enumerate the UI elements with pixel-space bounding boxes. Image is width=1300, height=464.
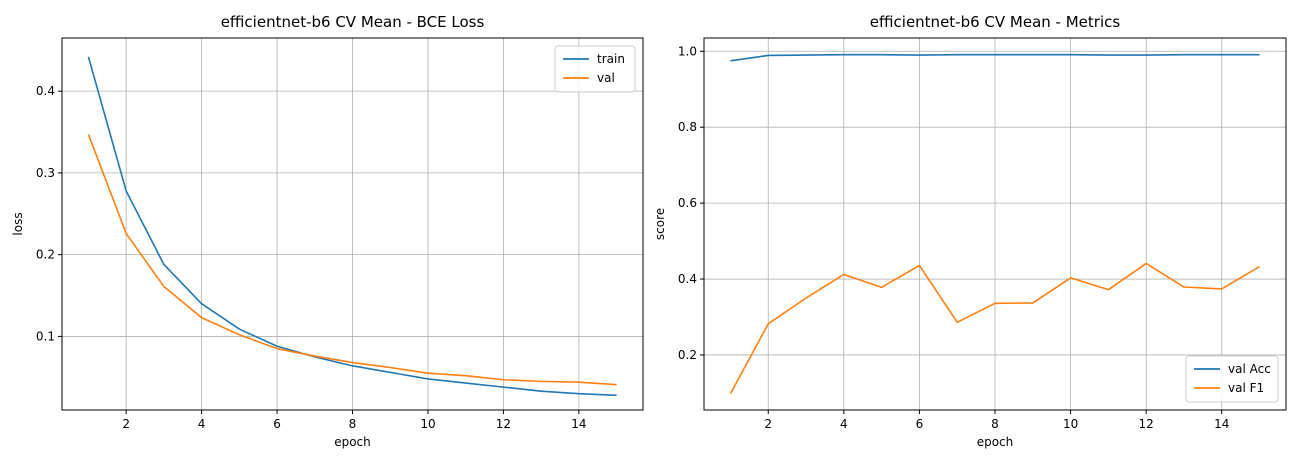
x-tick-label: 10 xyxy=(420,417,435,431)
x-tick-label: 8 xyxy=(349,417,357,431)
legend-label: val F1 xyxy=(1228,381,1264,395)
x-tick-label: 8 xyxy=(991,417,999,431)
metrics-chart: 2 4 6 8 10 12 14 0.2 0.4 0.6 0.8 1.0 efficientnet-b6… xyxy=(653,13,1287,449)
y-tick-label: 0.1 xyxy=(36,329,55,343)
x-tick-label: 12 xyxy=(1139,417,1154,431)
x-tick-label: 2 xyxy=(764,417,772,431)
y-tick-label: 0.4 xyxy=(36,84,55,98)
series-line-train xyxy=(87,56,617,397)
legend-label: val xyxy=(597,71,615,85)
series-line-val-f1 xyxy=(729,262,1260,395)
y-axis-label: score xyxy=(653,208,667,240)
legend: train val xyxy=(554,45,636,93)
loss-chart: 2 4 6 8 10 12 14 0.1 0.2 0.3 0.4 efficientnet-b6 CV… xyxy=(11,13,644,449)
x-tick-label: 10 xyxy=(1063,417,1078,431)
x-tick-label: 4 xyxy=(840,417,848,431)
y-tick-label: 0.2 xyxy=(36,248,55,262)
x-tick-label: 2 xyxy=(122,417,130,431)
y-axis-label: loss xyxy=(11,212,25,235)
x-tick-label: 12 xyxy=(496,417,511,431)
x-axis-label: epoch xyxy=(334,435,371,449)
chart-title: efficientnet-b6 CV Mean - BCE Loss xyxy=(221,13,485,31)
y-tick-label: 0.3 xyxy=(36,166,55,180)
legend-box xyxy=(1185,355,1279,403)
chart-title: efficientnet-b6 CV Mean - Metrics xyxy=(870,13,1121,31)
legend-label: train xyxy=(597,52,625,66)
x-tick-label: 4 xyxy=(198,417,206,431)
x-tick-label: 6 xyxy=(916,417,924,431)
legend-label: val Acc xyxy=(1228,362,1271,376)
x-tick-label: 14 xyxy=(1214,417,1229,431)
legend-box xyxy=(554,45,636,93)
series-line-val xyxy=(87,134,617,386)
series-line-val-acc xyxy=(730,53,1260,62)
y-tick-label: 0.2 xyxy=(678,348,697,362)
y-tick-label: 0.8 xyxy=(678,120,697,134)
legend: val Acc val F1 xyxy=(1185,355,1279,403)
y-tick-label: 1.0 xyxy=(678,44,697,58)
y-tick-label: 0.4 xyxy=(678,272,697,286)
x-tick-label: 14 xyxy=(571,417,586,431)
y-tick-label: 0.6 xyxy=(678,196,697,210)
x-axis-label: epoch xyxy=(977,435,1014,449)
x-tick-label: 6 xyxy=(273,417,281,431)
